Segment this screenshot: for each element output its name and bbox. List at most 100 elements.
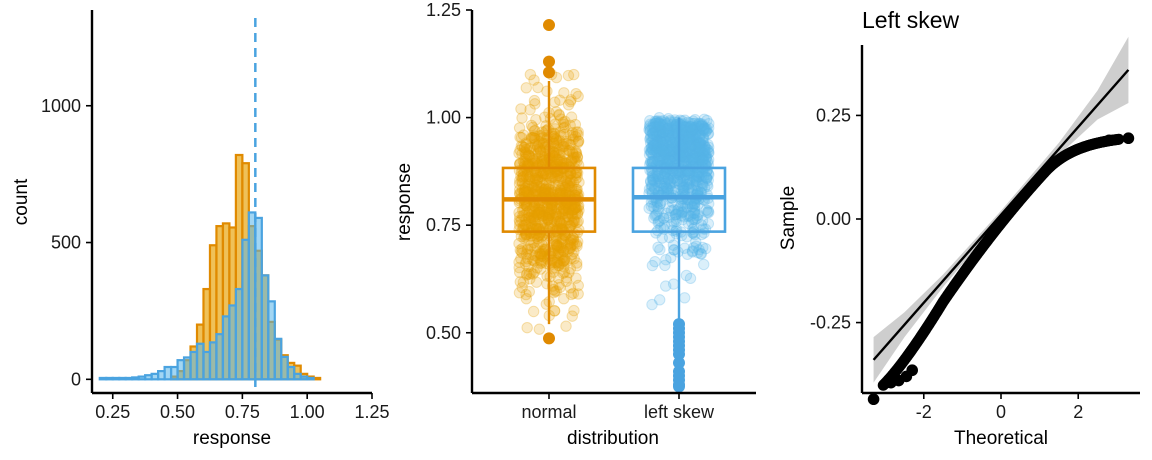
jitter-point-normal (570, 169, 582, 181)
jitter-point-left-skew (655, 129, 668, 142)
jitter-point-left-skew (672, 203, 684, 216)
jitter-point-normal (523, 172, 535, 185)
jitter-point-left-skew (659, 259, 671, 272)
jitter-point-left-skew (687, 125, 699, 137)
jitter-point-left-skew (689, 134, 701, 147)
jitter-point-left-skew (651, 115, 664, 127)
jitter-point-normal (554, 217, 567, 229)
jitter-point-normal (513, 214, 526, 227)
jitter-point-normal (534, 142, 546, 155)
jitter-point-normal (513, 286, 526, 299)
jitter-point-left-skew (691, 171, 703, 183)
jitter-point-normal (524, 103, 536, 116)
jitter-point-left-skew (658, 151, 671, 164)
jitter-point-left-skew (656, 130, 669, 143)
jitter-point-left-skew (693, 122, 706, 135)
jitter-point-left-skew (691, 175, 704, 188)
jitter-point-left-skew (703, 146, 715, 159)
jitter-point-normal (519, 179, 531, 191)
jitter-point-normal (549, 179, 561, 191)
jitter-point-normal (519, 149, 532, 161)
jitter-point-normal (570, 238, 583, 250)
jitter-point-normal (521, 321, 533, 334)
jitter-point-left-skew (690, 141, 703, 153)
jitter-point-left-skew (664, 148, 676, 160)
jitter-point-left-skew (690, 175, 702, 187)
jitter-point-normal (534, 257, 547, 269)
jitter-point-normal (556, 237, 568, 250)
jitter-point-normal (557, 255, 570, 268)
jitter-point-left-skew (689, 207, 701, 220)
jitter-point-left-skew (646, 179, 658, 191)
jitter-point-normal (551, 238, 563, 251)
jitter-point-left-skew (677, 179, 690, 191)
jitter-point-left-skew (690, 174, 702, 186)
jitter-point-normal (513, 237, 525, 250)
jitter-point-left-skew (646, 298, 658, 311)
x-tick-label: left skew (644, 402, 715, 422)
jitter-point-normal (534, 185, 546, 198)
jitter-point-left-skew (685, 126, 697, 138)
jitter-point-normal (546, 203, 558, 215)
boxplot-x-label: distribution (567, 428, 659, 449)
jitter-point-left-skew (693, 138, 705, 151)
jitter-point-left-skew (664, 133, 677, 146)
jitter-point-normal (569, 203, 581, 215)
jitter-point-normal (564, 242, 576, 255)
jitter-point-left-skew (655, 132, 667, 145)
jitter-point-normal (563, 266, 575, 279)
jitter-point-left-skew (675, 123, 688, 136)
jitter-point-normal (567, 204, 580, 216)
jitter-point-left-skew (652, 202, 665, 215)
y-tick-label: 0.50 (426, 323, 461, 343)
jitter-point-left-skew (657, 146, 670, 158)
jitter-point-left-skew (645, 147, 658, 159)
jitter-point-left-skew (681, 146, 693, 159)
jitter-point-left-skew (650, 169, 662, 182)
jitter-point-left-skew (654, 243, 666, 256)
jitter-point-normal (562, 206, 575, 218)
jitter-point-normal (569, 118, 582, 131)
jitter-point-normal (570, 201, 582, 214)
jitter-point-normal (532, 171, 544, 184)
jitter-point-normal (562, 207, 575, 220)
jitter-point-normal (568, 68, 580, 81)
jitter-point-normal (533, 135, 545, 148)
jitter-point-normal (550, 172, 562, 184)
jitter-point-left-skew (660, 118, 672, 130)
jitter-point-normal (571, 208, 584, 220)
jitter-point-normal (529, 169, 541, 181)
jitter-point-normal (524, 68, 537, 81)
jitter-point-left-skew (673, 168, 685, 181)
jitter-point-left-skew (697, 136, 709, 149)
jitter-point-normal (554, 249, 567, 261)
jitter-point-left-skew (654, 117, 666, 130)
jitter-point-normal (533, 180, 545, 193)
jitter-point-normal (572, 279, 584, 292)
jitter-point-left-skew (677, 140, 689, 152)
jitter-point-normal (522, 149, 535, 162)
jitter-point-normal (553, 241, 565, 254)
jitter-point-left-skew (693, 125, 706, 137)
jitter-point-normal (534, 254, 547, 267)
jitter-point-left-skew (665, 251, 677, 264)
jitter-point-left-skew (674, 151, 686, 163)
jitter-point-left-skew (688, 179, 700, 191)
jitter-point-left-skew (688, 147, 701, 159)
jitter-point-left-skew (656, 126, 669, 139)
jitter-point-left-skew (690, 240, 702, 252)
jitter-point-left-skew (648, 182, 661, 194)
jitter-point-normal (531, 140, 544, 152)
jitter-point-normal (530, 152, 542, 165)
jitter-point-normal (549, 132, 562, 144)
jitter-point-normal (513, 210, 526, 223)
jitter-point-left-skew (657, 212, 670, 224)
jitter-point-left-skew (663, 125, 675, 138)
jitter-point-left-skew (665, 145, 678, 157)
jitter-point-left-skew (684, 177, 696, 189)
jitter-point-normal (539, 183, 551, 196)
jitter-point-normal (523, 285, 535, 298)
jitter-point-left-skew (645, 145, 657, 158)
jitter-point-left-skew (659, 149, 672, 161)
jitter-point-normal (536, 126, 548, 138)
